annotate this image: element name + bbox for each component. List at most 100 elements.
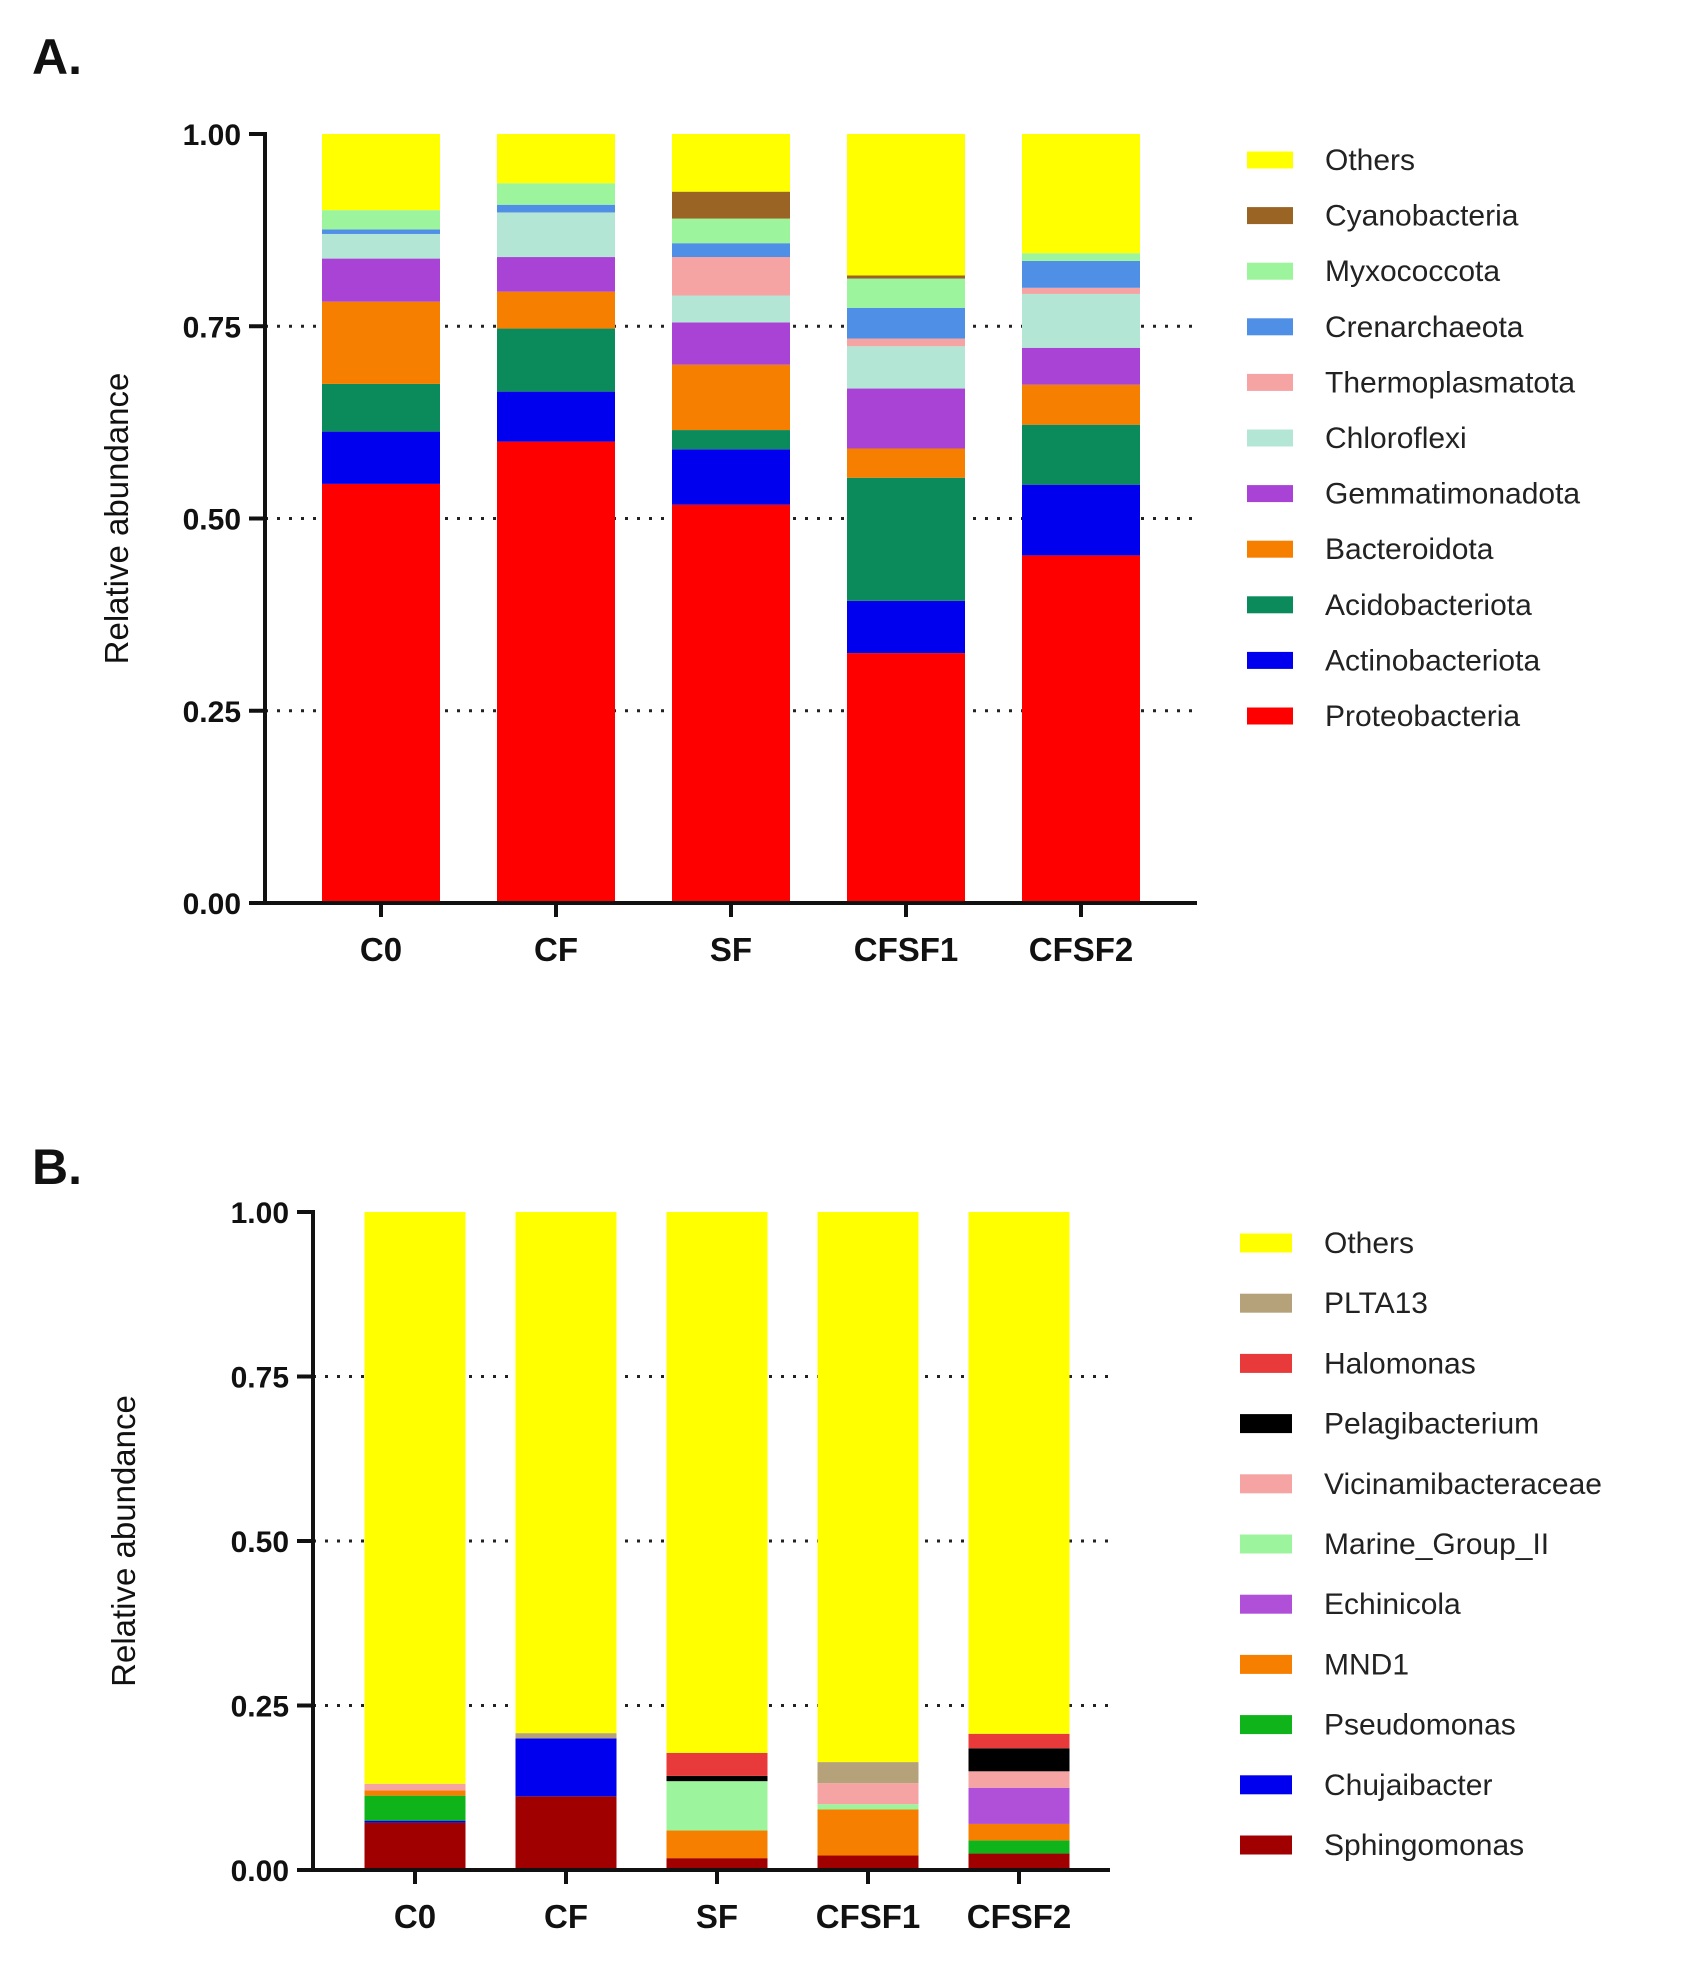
bar-segment: [666, 1858, 768, 1870]
bar-segment: [364, 1790, 466, 1796]
y-tick-label: 0.25: [183, 696, 241, 729]
bar-segment: [497, 391, 615, 442]
y-tick-label: 1.00: [183, 119, 241, 152]
legend-swatch: [1240, 1594, 1292, 1614]
bar-segment: [666, 1830, 768, 1859]
bar-segment: [666, 1752, 768, 1776]
x-tick-label: CF: [544, 1898, 588, 1935]
bar-segment: [666, 1775, 768, 1782]
bar-segment: [968, 1787, 1070, 1824]
bar-segment: [1022, 347, 1140, 385]
legend-label: Vicinamibacteraceae: [1324, 1468, 1602, 1501]
chart-a: C0 CF SF CFSF1 CFSF2 0.00 0.25 0.50 0.75 1.00 Rela…: [98, 119, 1580, 968]
y-tick-label: 0.75: [183, 311, 241, 344]
bar-segment: [1022, 484, 1140, 556]
bar-segment: [322, 483, 440, 903]
bar-segment: [497, 291, 615, 329]
legend-label: PLTA13: [1324, 1287, 1428, 1320]
bar-segment: [666, 1212, 768, 1753]
x-tick-label: CFSF1: [854, 931, 959, 968]
bar-segment: [364, 1822, 466, 1870]
bar-segment: [322, 210, 440, 230]
bar-segment: [968, 1748, 1070, 1772]
bar-segment: [322, 229, 440, 234]
y-tick-label: 1.00: [231, 1197, 289, 1230]
bar-segment: [1022, 287, 1140, 294]
bar-segment: [1022, 134, 1140, 254]
bar-segment: [847, 134, 965, 276]
bar-segment: [847, 448, 965, 478]
bar-segment: [847, 275, 965, 279]
bar-segment: [817, 1804, 919, 1810]
bar-segment: [497, 328, 615, 392]
bar-segment: [847, 307, 965, 339]
legend-label: Pseudomonas: [1324, 1709, 1516, 1742]
y-tick-label: 0.00: [183, 888, 241, 921]
legend-swatch: [1240, 1474, 1292, 1494]
legend-swatch: [1247, 540, 1293, 558]
bar-segment: [817, 1783, 919, 1805]
bar-segment: [497, 204, 615, 213]
bar-segment: [497, 212, 615, 258]
legend-label: Thermoplasmatota: [1325, 366, 1575, 399]
legend-swatch: [1247, 707, 1293, 725]
legend-label: Halomonas: [1324, 1347, 1476, 1380]
legend-label: Sphingomonas: [1324, 1829, 1524, 1862]
legend-label: Myxococcota: [1325, 255, 1500, 288]
bar-segment: [672, 322, 790, 365]
legend-label: Cyanobacteria: [1325, 200, 1519, 233]
bar-segment: [1022, 253, 1140, 261]
legend-swatch: [1240, 1835, 1292, 1855]
bar-segment: [968, 1212, 1070, 1734]
bar-segment: [364, 1795, 466, 1821]
x-tick-label: C0: [360, 931, 402, 968]
legend-label: Acidobacteriota: [1325, 589, 1532, 622]
bar-segment: [672, 449, 790, 505]
bar-segment: [515, 1796, 617, 1870]
legend-swatch: [1247, 651, 1293, 669]
x-tick-label: CFSF2: [1029, 931, 1134, 968]
bar-segment: [672, 134, 790, 192]
legend-swatch: [1247, 318, 1293, 336]
legend-swatch: [1247, 262, 1293, 280]
legend-swatch: [1240, 1654, 1292, 1674]
bar-segment: [1022, 384, 1140, 425]
y-axis-label: Relative abundance: [98, 373, 135, 665]
panel-b-label: B.: [32, 1139, 82, 1195]
y-tick-label: 0.00: [231, 1855, 289, 1888]
x-tick-label: C0: [394, 1898, 436, 1935]
x-tick-label: CF: [534, 931, 578, 968]
legend-swatch: [1247, 596, 1293, 614]
bar-segment: [847, 477, 965, 601]
legend-label: Chujaibacter: [1324, 1769, 1492, 1802]
bar-segment: [322, 301, 440, 384]
legend-swatch: [1247, 151, 1293, 169]
bar-segment: [968, 1853, 1070, 1870]
legend-swatch: [1240, 1353, 1292, 1373]
bar-segment: [847, 388, 965, 449]
legend-swatch: [1247, 429, 1293, 447]
legend-label: Crenarchaeota: [1325, 311, 1524, 344]
bar-segment: [322, 134, 440, 211]
legend-label: Actinobacteriota: [1325, 644, 1540, 677]
legend-swatch: [1240, 1534, 1292, 1554]
bar-segment: [847, 346, 965, 389]
y-tick-label: 0.50: [183, 504, 241, 537]
panel-a-label: A.: [32, 29, 82, 85]
bar-segment: [515, 1212, 617, 1734]
bar-segment: [322, 383, 440, 432]
legend-label: Others: [1324, 1227, 1414, 1260]
legend-label: Chloroflexi: [1325, 422, 1467, 455]
legend-label: MND1: [1324, 1648, 1409, 1681]
y-tick-label: 0.75: [231, 1362, 289, 1395]
bar-segment: [672, 218, 790, 244]
bar-segment: [817, 1809, 919, 1856]
bar-segment: [1022, 424, 1140, 485]
bar-segment: [497, 441, 615, 903]
bar-segment: [1022, 293, 1140, 348]
bar-segment: [847, 278, 965, 308]
bar-segment: [364, 1212, 466, 1784]
y-tick-label: 0.50: [231, 1526, 289, 1559]
bar-segment: [847, 600, 965, 654]
